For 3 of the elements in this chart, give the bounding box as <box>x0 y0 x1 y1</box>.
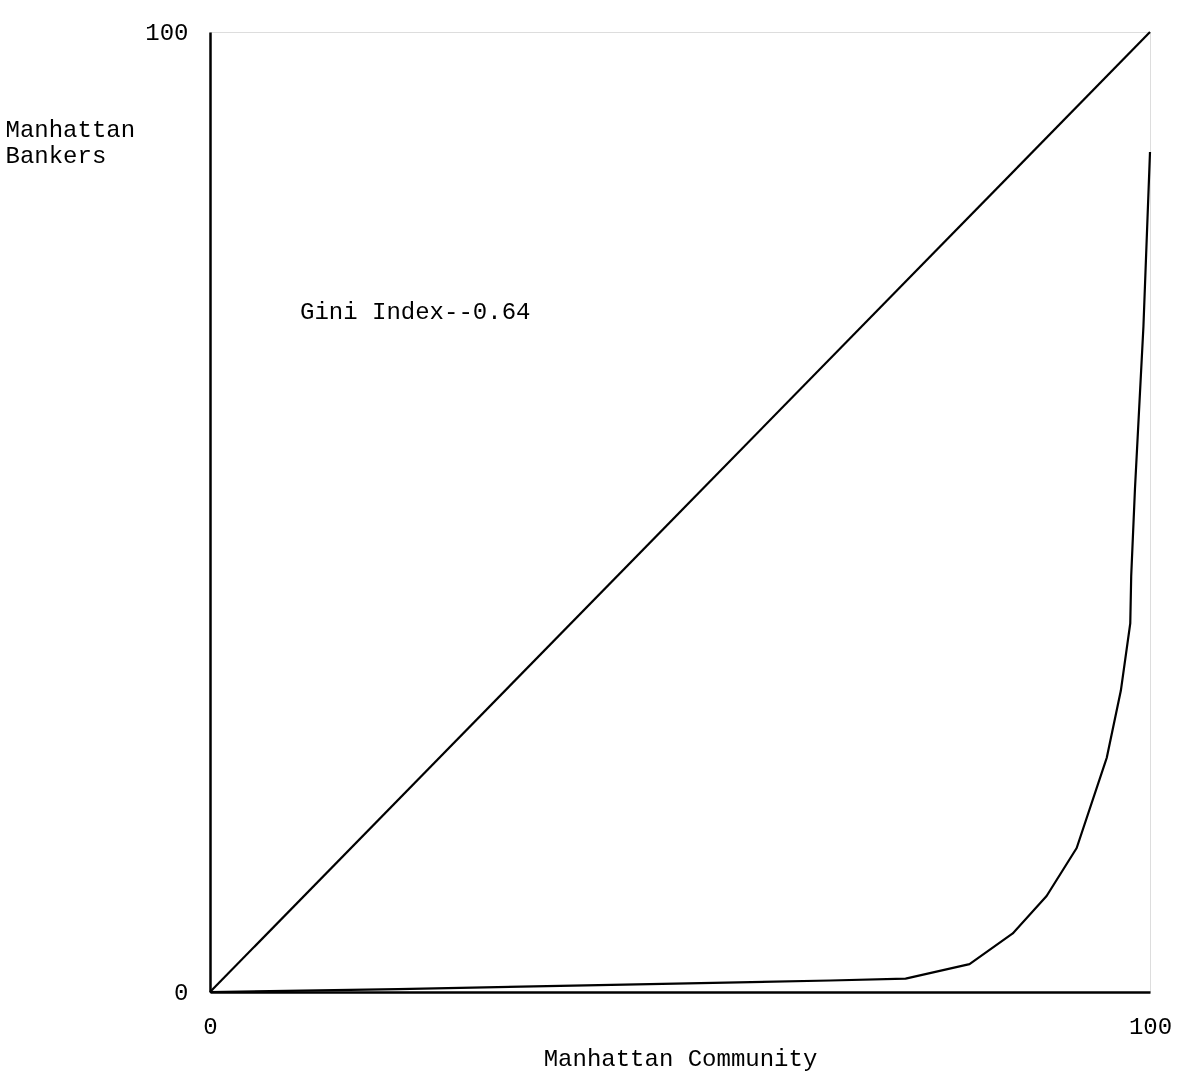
y-axis-title: Manhattan Bankers <box>5 116 136 170</box>
annotation: Gini Index--0.64 <box>300 299 531 326</box>
x-axis-title: Manhattan Community <box>543 1045 818 1073</box>
